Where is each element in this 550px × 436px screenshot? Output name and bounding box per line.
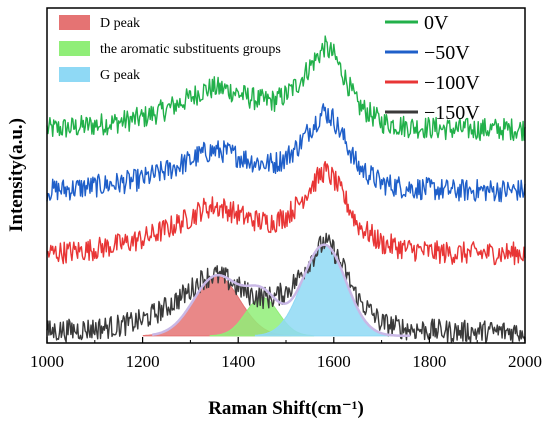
series-line-1: [46, 35, 526, 142]
x-axis-title: Raman Shift(cm⁻¹): [208, 398, 364, 419]
fit-legend-swatch-1: [59, 15, 90, 30]
series-line-3: [46, 160, 526, 266]
x-tick-label-1: 1000: [30, 352, 64, 371]
x-tick-label-5: 1800: [412, 352, 446, 371]
fit-legend-label-3: G peak: [100, 68, 140, 83]
x-tick-label-6: 2000: [508, 352, 542, 371]
x-tick-label-3: 1400: [221, 352, 255, 371]
fit-legend-swatch-3: [59, 67, 90, 82]
series-legend-label-4: −150V: [424, 102, 480, 124]
series-layer: [46, 35, 526, 344]
fit-legend-label-2: the aromatic substituents groups: [100, 42, 281, 57]
fit-components-legend: D peak the aromatic substituents groups G …: [59, 15, 281, 83]
series-legend-label-1: 0V: [424, 12, 449, 34]
series-legend: 0V −50V −100V −150V: [385, 12, 480, 124]
series-line-4: [46, 232, 526, 344]
x-tick-label-2: 1200: [126, 352, 160, 371]
series-legend-label-3: −100V: [424, 72, 480, 94]
series-line-2: [46, 103, 526, 203]
fit-envelope-layer: [152, 243, 411, 338]
x-ticks-layer: 1000 1200 1400 1600 1800 2000: [30, 337, 542, 371]
fit-envelope-line: [152, 243, 411, 338]
fit-legend-swatch-2: [59, 41, 90, 56]
x-tick-label-4: 1600: [317, 352, 351, 371]
series-legend-label-2: −50V: [424, 42, 470, 64]
y-axis-title: Intensity(a.u.): [6, 118, 27, 232]
fit-legend-label-1: D peak: [100, 16, 140, 31]
